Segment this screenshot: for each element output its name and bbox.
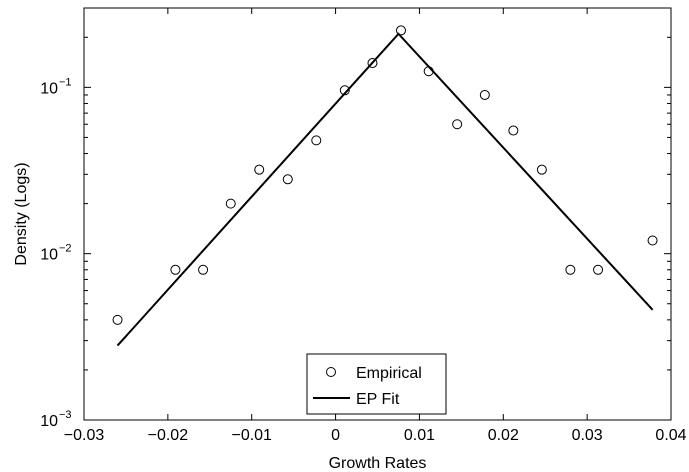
y-axis-ticks: 10−310−210−1 bbox=[40, 36, 671, 430]
empirical-point bbox=[395, 25, 406, 36]
empirical-point bbox=[536, 164, 547, 175]
empirical-point bbox=[198, 264, 209, 275]
x-axis-label: Growth Rates bbox=[329, 455, 427, 472]
empirical-point bbox=[593, 264, 604, 275]
y-tick-label-base: 10 bbox=[40, 413, 58, 430]
x-tick-label: 0.04 bbox=[655, 427, 686, 444]
x-tick-label: 0.02 bbox=[488, 427, 519, 444]
y-tick-label-exponent: −1 bbox=[59, 76, 72, 88]
x-tick-label: −0.02 bbox=[148, 427, 189, 444]
x-axis-ticks: −0.03 −0.02 −0.01 0 0.01 0.02 0.03 0.04 bbox=[64, 8, 687, 444]
empirical-point bbox=[282, 174, 293, 185]
empirical-point bbox=[311, 135, 322, 146]
empirical-point bbox=[367, 58, 378, 69]
x-tick-label: 0.01 bbox=[404, 427, 435, 444]
x-tick-label: −0.01 bbox=[231, 427, 272, 444]
empirical-point bbox=[254, 164, 265, 175]
y-tick-label-base: 10 bbox=[40, 80, 58, 97]
empirical-point bbox=[565, 264, 576, 275]
y-tick-label-exponent: −3 bbox=[59, 409, 72, 421]
legend-box bbox=[306, 353, 447, 415]
ep-fit-line bbox=[116, 32, 654, 347]
legend-marker-empirical bbox=[326, 367, 336, 377]
legend-label-empirical: Empirical bbox=[356, 365, 422, 382]
empirical-point bbox=[508, 125, 519, 136]
x-tick-label: −0.03 bbox=[64, 427, 105, 444]
y-tick-label-exponent: −2 bbox=[59, 243, 72, 255]
series-layer bbox=[112, 25, 658, 347]
x-tick-label: 0.03 bbox=[572, 427, 603, 444]
y-axis-label: Density (Logs) bbox=[13, 162, 30, 265]
y-tick-label-base: 10 bbox=[40, 247, 58, 264]
legend: Empirical EP Fit bbox=[306, 353, 447, 415]
empirical-point bbox=[647, 235, 658, 246]
plot-area bbox=[83, 7, 672, 421]
empirical-point bbox=[479, 89, 490, 100]
empirical-point bbox=[112, 314, 123, 325]
empirical-point bbox=[452, 119, 463, 130]
x-tick-label: 0 bbox=[331, 427, 340, 444]
legend-label-ep-fit: EP Fit bbox=[356, 391, 400, 408]
empirical-point bbox=[170, 264, 181, 275]
empirical-point bbox=[225, 198, 236, 209]
